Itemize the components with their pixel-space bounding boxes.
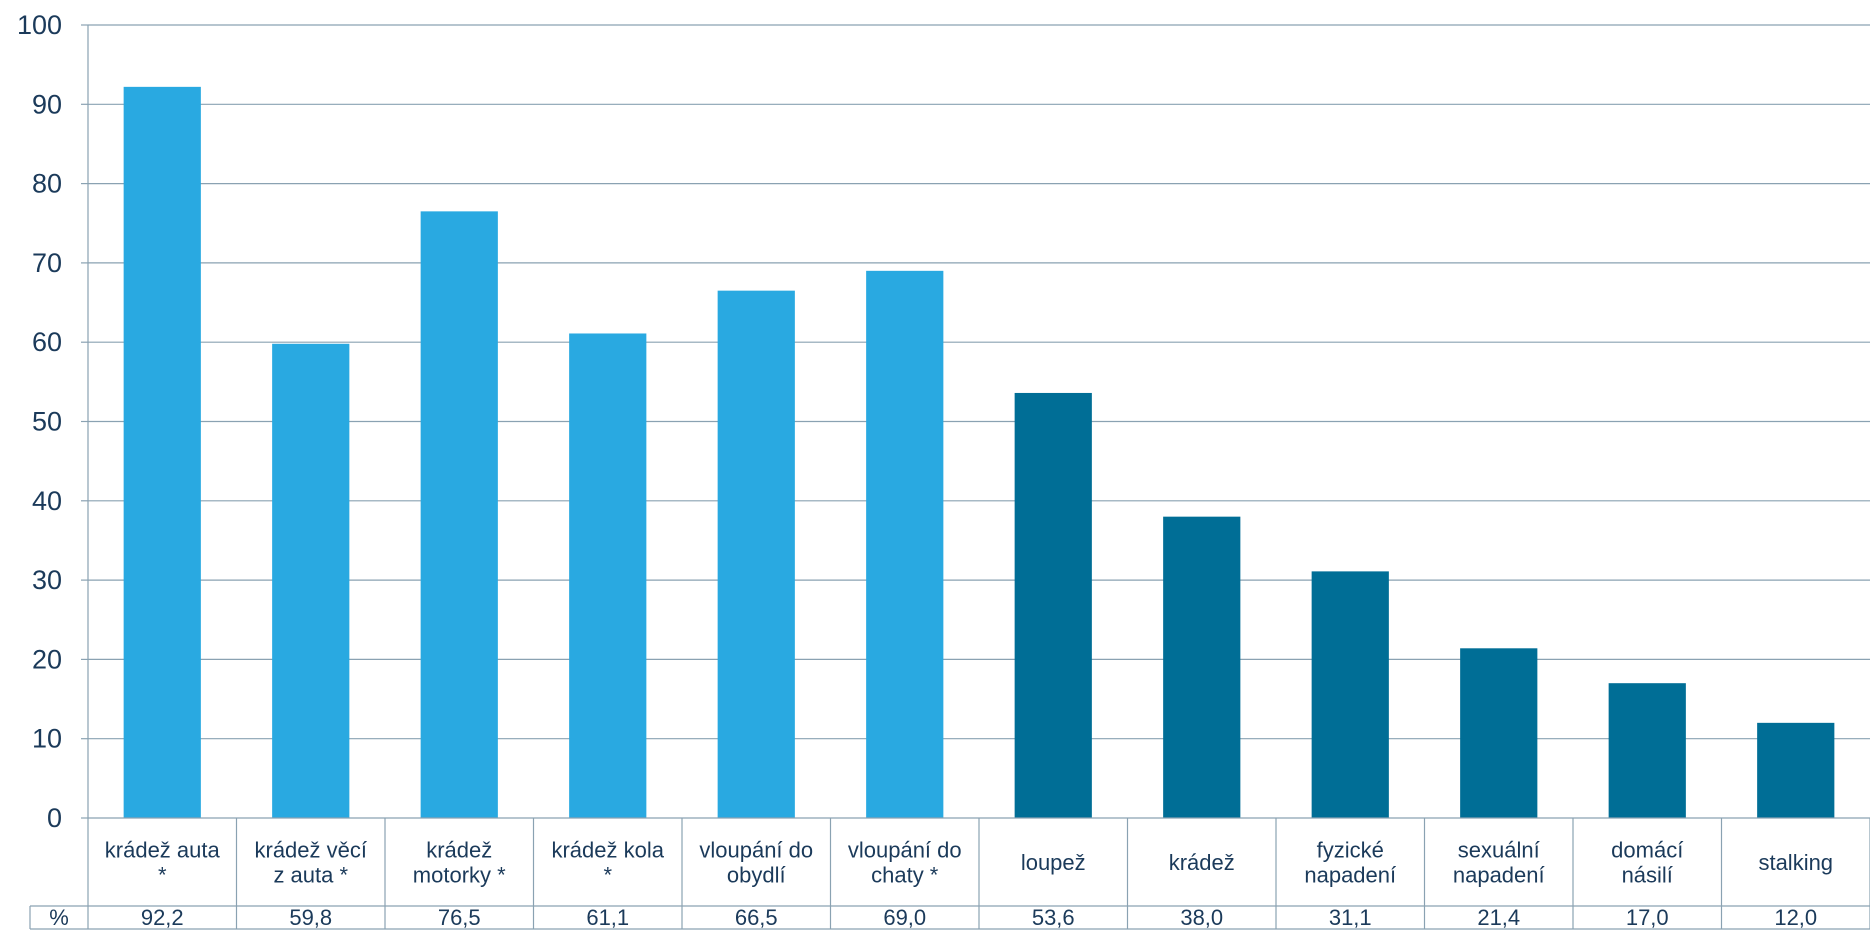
y-tick-label: 90 xyxy=(32,89,62,119)
y-tick-label: 70 xyxy=(32,248,62,278)
bar xyxy=(1014,392,1092,818)
category-label: domácí násilí xyxy=(1611,838,1683,888)
y-tick-label: 30 xyxy=(32,565,62,595)
bar xyxy=(1311,571,1389,818)
value-label: 12,0 xyxy=(1774,905,1817,930)
bar xyxy=(272,343,350,818)
value-label: 59,8 xyxy=(289,905,332,930)
y-tick-label: 10 xyxy=(32,724,62,754)
y-tick-label: 50 xyxy=(32,407,62,437)
bar xyxy=(866,270,944,819)
value-label: 66,5 xyxy=(735,905,778,930)
value-label: 61,1 xyxy=(586,905,629,930)
bar xyxy=(717,290,795,818)
category-label: krádež věcí z auta * xyxy=(255,838,368,888)
value-label: 69,0 xyxy=(883,905,926,930)
y-tick-label: 40 xyxy=(32,486,62,516)
y-tick-label: 20 xyxy=(32,644,62,674)
grid-lines xyxy=(81,24,1870,819)
value-label: 38,0 xyxy=(1180,905,1223,930)
category-label: vloupání do obydlí xyxy=(699,838,813,888)
category-label: krádež auta * xyxy=(105,838,221,888)
y-tick-label: 60 xyxy=(32,327,62,357)
bar xyxy=(1460,648,1538,818)
category-label: fyzické napadení xyxy=(1304,838,1396,888)
category-label: sexuální napadení xyxy=(1453,838,1545,888)
bar xyxy=(1163,516,1241,818)
bar xyxy=(420,211,498,819)
category-label: krádež xyxy=(1169,850,1235,875)
value-label: 17,0 xyxy=(1626,905,1669,930)
y-tick-label: 100 xyxy=(17,10,62,40)
value-label: 92,2 xyxy=(141,905,184,930)
y-axis-tick-labels: 0 10 20 30 40 50 60 70 80 90 100 xyxy=(17,10,62,833)
category-label: krádež motorky * xyxy=(413,838,506,888)
category-label: stalking xyxy=(1758,850,1833,875)
category-label: loupež xyxy=(1021,850,1086,875)
category-label: vloupání do chaty * xyxy=(848,838,962,888)
y-tick-label: 80 xyxy=(32,169,62,199)
bar xyxy=(569,333,647,818)
value-label: 53,6 xyxy=(1032,905,1075,930)
table-row-label: % xyxy=(49,905,69,930)
bar xyxy=(1757,722,1835,818)
value-label: 21,4 xyxy=(1477,905,1520,930)
data-table: % krádež auta * 92,2 krádež věcí z auta * 59,8… xyxy=(29,817,1870,930)
y-tick-label: 0 xyxy=(47,803,62,833)
bars xyxy=(123,86,1835,819)
bar xyxy=(1608,683,1686,818)
bar xyxy=(123,86,201,818)
value-label: 31,1 xyxy=(1329,905,1372,930)
category-label: krádež kola * xyxy=(551,838,664,888)
value-label: 76,5 xyxy=(438,905,481,930)
